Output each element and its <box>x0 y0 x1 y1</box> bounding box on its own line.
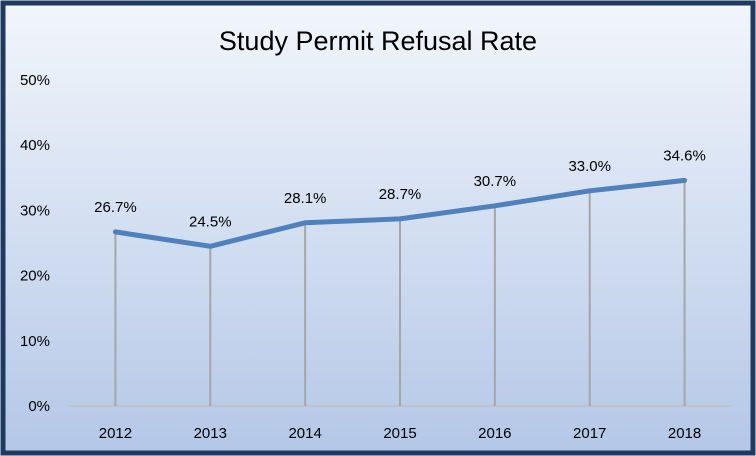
x-tick-label: 2012 <box>99 425 132 442</box>
data-label: 28.7% <box>379 186 422 203</box>
x-tick-label: 2014 <box>288 425 321 442</box>
data-label: 24.5% <box>189 213 232 230</box>
series-refusal-rate <box>112 177 688 249</box>
chart-title: Study Permit Refusal Rate <box>219 26 537 56</box>
data-label: 33.0% <box>568 158 611 175</box>
x-tick-label: 2018 <box>668 425 701 442</box>
data-label: 34.6% <box>663 147 706 164</box>
x-tick-label: 2017 <box>573 425 606 442</box>
drop-lines <box>114 180 686 406</box>
y-tick-label: 50% <box>20 72 50 89</box>
y-tick-label: 10% <box>20 333 50 350</box>
data-labels: 26.7% 24.5% 28.1% 28.7% 30.7% 33.0% 34.6% <box>94 147 706 230</box>
y-tick-label: 20% <box>20 268 50 285</box>
y-axis: 0% 10% 20% 30% 40% 50% <box>20 72 50 415</box>
x-tick-label: 2016 <box>478 425 511 442</box>
y-tick-label: 30% <box>20 202 50 219</box>
y-tick-label: 0% <box>28 398 50 415</box>
y-tick-label: 40% <box>20 137 50 154</box>
x-tick-label: 2013 <box>194 425 227 442</box>
x-tick-label: 2015 <box>383 425 416 442</box>
data-label: 30.7% <box>474 173 517 190</box>
data-label: 26.7% <box>94 199 137 216</box>
series-line <box>112 177 688 249</box>
data-label: 28.1% <box>284 190 327 207</box>
